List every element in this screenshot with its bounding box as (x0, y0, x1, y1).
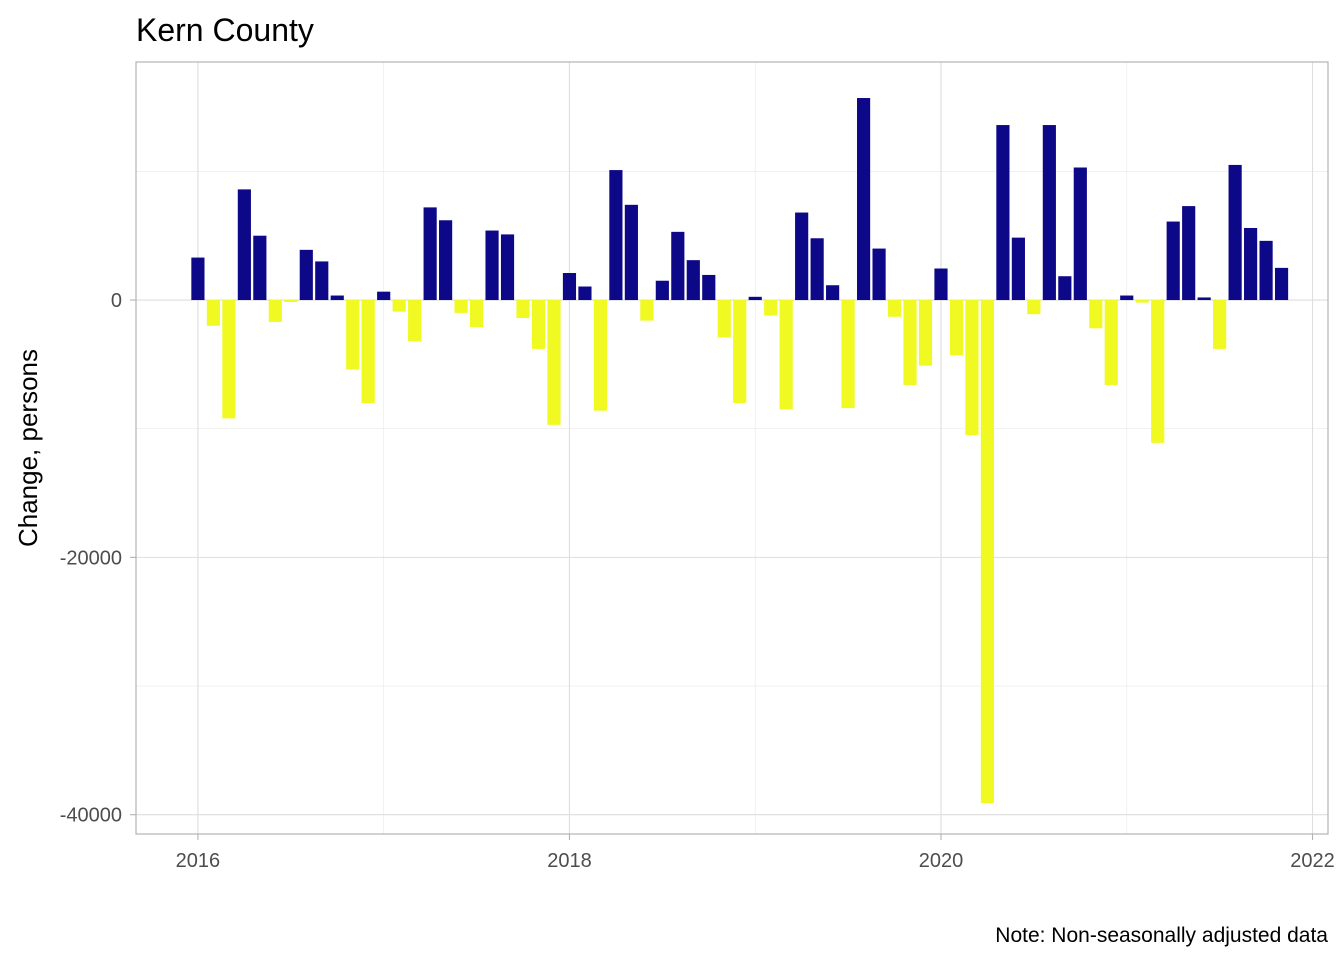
bar (810, 238, 824, 301)
bar (392, 300, 406, 312)
bar (284, 300, 298, 302)
plot-panel-border (135, 61, 1329, 835)
y-tick-label: 0 (111, 290, 122, 312)
bar (547, 300, 561, 425)
bar (826, 285, 840, 301)
bar (717, 300, 731, 338)
bar (593, 300, 607, 411)
bar (1213, 300, 1227, 349)
bar (965, 300, 979, 436)
chart-title: Kern County (136, 12, 314, 48)
bar (640, 300, 654, 321)
bar (764, 300, 778, 316)
bar (578, 286, 592, 301)
y-axis-label: Change, persons (13, 349, 43, 547)
bar (733, 300, 747, 403)
bar (1182, 206, 1196, 301)
x-tick-label: 2020 (919, 850, 964, 872)
bar (268, 300, 282, 322)
bar (887, 300, 902, 317)
gridlines (136, 62, 1328, 834)
bar (485, 230, 499, 301)
bar (671, 231, 685, 301)
x-tick-label: 2022 (1290, 850, 1335, 872)
bar (779, 300, 793, 410)
bar (330, 295, 344, 301)
bar (562, 273, 577, 301)
bar (996, 125, 1010, 301)
y-tick-label: -20000 (60, 547, 122, 569)
caption-note: Note: Non-seasonally adjusted data (995, 924, 1328, 947)
x-tick-label: 2016 (176, 850, 221, 872)
bar (454, 300, 468, 313)
bar (949, 300, 964, 356)
bar (500, 234, 515, 301)
bar (1042, 125, 1056, 301)
bar (1073, 167, 1087, 301)
bar (377, 291, 391, 301)
bar (609, 170, 623, 301)
bar (1259, 240, 1273, 301)
bar (918, 300, 933, 366)
bars (191, 98, 1289, 804)
bar (1197, 297, 1211, 301)
bar (1089, 300, 1103, 329)
bar (857, 98, 871, 301)
bar (1166, 221, 1180, 301)
bar (1104, 300, 1118, 385)
bar (191, 257, 205, 301)
bar (206, 300, 220, 326)
bar (1244, 227, 1258, 301)
bar (980, 300, 995, 804)
bar (408, 300, 422, 342)
bar (1058, 276, 1072, 301)
bar (439, 220, 453, 301)
bar (1228, 164, 1242, 301)
bar (748, 296, 762, 301)
bar (795, 212, 809, 301)
bar (841, 300, 855, 409)
bar (1120, 295, 1134, 301)
bar (346, 300, 360, 370)
bar (315, 261, 329, 301)
x-tick-label: 2018 (547, 850, 592, 872)
bar (361, 300, 375, 403)
bar (237, 189, 251, 301)
bar (1011, 237, 1025, 301)
bar (872, 248, 886, 301)
bar (1274, 267, 1289, 301)
bar (1027, 300, 1041, 315)
bar (624, 204, 638, 301)
bar (686, 260, 700, 301)
bar (934, 268, 948, 301)
y-tick-label: -40000 (60, 805, 122, 827)
bar (531, 300, 546, 349)
bar (253, 235, 267, 301)
bar (1135, 300, 1149, 303)
bar (1151, 300, 1165, 443)
bar (903, 300, 917, 385)
bar (299, 249, 313, 301)
y-axis: -40000 -20000 0 (60, 290, 136, 827)
bar (469, 300, 484, 328)
bar (516, 300, 530, 319)
bar (423, 207, 437, 301)
bar (655, 280, 669, 301)
x-axis: 2016 2018 2020 2022 (176, 834, 1335, 872)
bar (702, 274, 716, 301)
bar (222, 300, 236, 419)
